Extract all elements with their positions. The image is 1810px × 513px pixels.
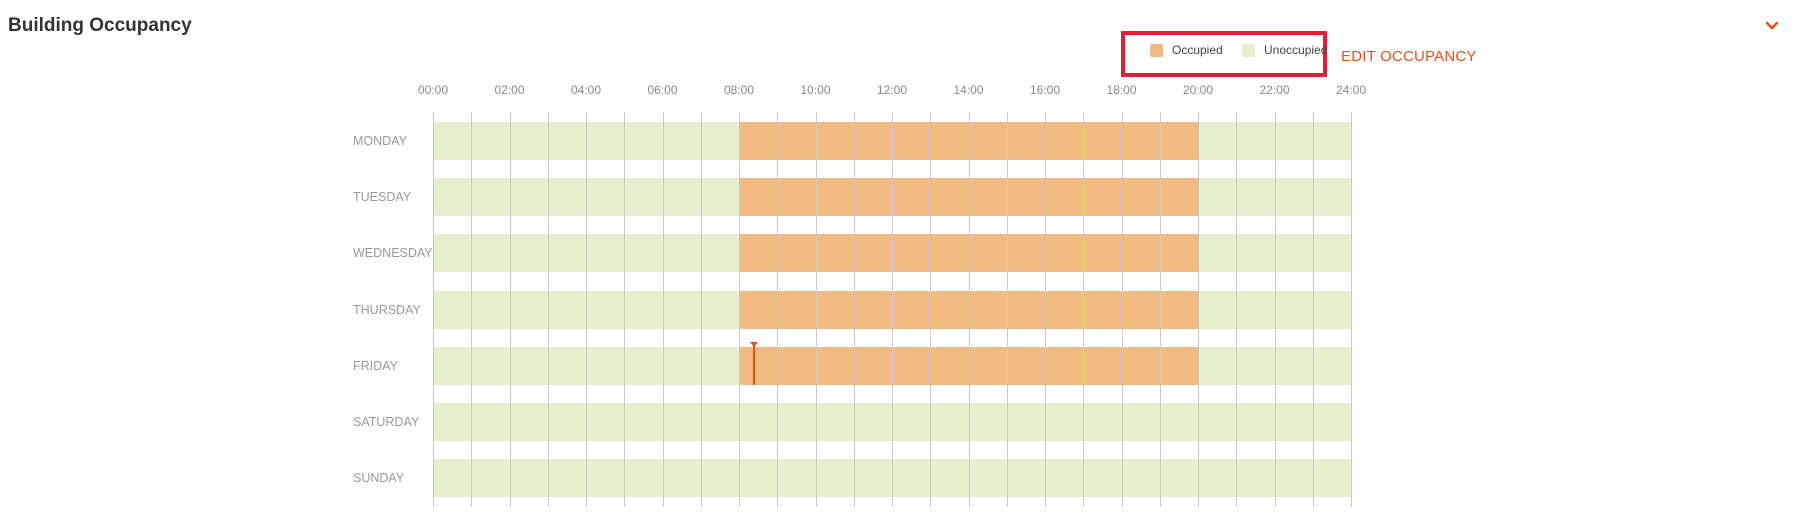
- legend-label-occupied: Occupied: [1172, 43, 1223, 57]
- x-tick-label: 08:00: [723, 83, 755, 97]
- grid-line: [586, 112, 587, 507]
- day-label: TUESDAY: [353, 190, 412, 205]
- grid-line: [433, 112, 434, 507]
- day-label: FRIDAY: [353, 358, 398, 373]
- grid-line: [701, 112, 702, 507]
- x-tick-label: 00:00: [417, 83, 449, 97]
- legend-swatch-occupied: [1150, 43, 1163, 57]
- x-tick-label: 06:00: [647, 83, 678, 97]
- edit-occupancy-link[interactable]: EDIT OCCUPANCY: [1341, 48, 1477, 65]
- legend-item-occupied: Occupied: [1150, 43, 1223, 57]
- day-label: WEDNESDAY: [353, 246, 433, 261]
- grid-line: [1275, 112, 1276, 507]
- grid-line: [739, 112, 740, 507]
- grid-line: [624, 112, 625, 507]
- grid-line: [777, 112, 778, 507]
- grid-line: [854, 112, 855, 507]
- x-tick-label: 02:00: [494, 83, 525, 97]
- grid-line: [892, 112, 893, 507]
- occupied-interval[interactable]: [739, 234, 1198, 273]
- grid-line: [1007, 112, 1008, 507]
- grid-line: [1236, 112, 1237, 507]
- x-tick-label: 18:00: [1106, 83, 1137, 97]
- x-tick-label: 10:00: [800, 83, 831, 97]
- legend-item-unoccupied: Unoccupied: [1242, 43, 1327, 57]
- grid-line: [1198, 112, 1199, 507]
- x-tick-label: 14:00: [953, 83, 984, 97]
- x-tick-label: 16:00: [1029, 83, 1061, 97]
- grid-line: [1160, 112, 1161, 507]
- page-title: Building Occupancy: [8, 15, 192, 36]
- grid-line: [930, 112, 931, 507]
- grid-line: [1313, 112, 1314, 507]
- grid-line: [663, 112, 664, 507]
- chevron-down-icon[interactable]: [1762, 16, 1782, 36]
- day-label: THURSDAY: [353, 302, 421, 317]
- day-label: MONDAY: [353, 134, 407, 148]
- grid-line: [548, 112, 549, 507]
- x-tick-label: 20:00: [1182, 83, 1214, 97]
- occupied-interval[interactable]: [739, 178, 1198, 217]
- day-label: SATURDAY: [353, 415, 420, 429]
- occupied-interval[interactable]: [739, 346, 1198, 385]
- x-tick-label: 24:00: [1335, 83, 1367, 97]
- grid-line: [969, 112, 970, 507]
- grid-line: [510, 112, 511, 507]
- x-tick-label: 12:00: [876, 83, 908, 97]
- grid-line: [471, 112, 472, 507]
- grid-line: [1122, 112, 1123, 507]
- grid-line: [1083, 112, 1084, 507]
- occupied-interval[interactable]: [739, 122, 1198, 160]
- day-label: SUNDAY: [353, 471, 405, 486]
- legend-label-unoccupied: Unoccupied: [1264, 43, 1328, 57]
- current-time-marker[interactable]: [748, 341, 760, 387]
- grid-line: [1351, 112, 1352, 507]
- occupied-interval[interactable]: [739, 290, 1198, 329]
- grid-line: [816, 112, 817, 507]
- legend-swatch-unoccupied: [1242, 43, 1255, 57]
- legend-highlight: [1121, 31, 1327, 77]
- x-tick-label: 22:00: [1259, 83, 1290, 97]
- grid-line: [1045, 112, 1046, 507]
- x-tick-label: 04:00: [570, 83, 602, 97]
